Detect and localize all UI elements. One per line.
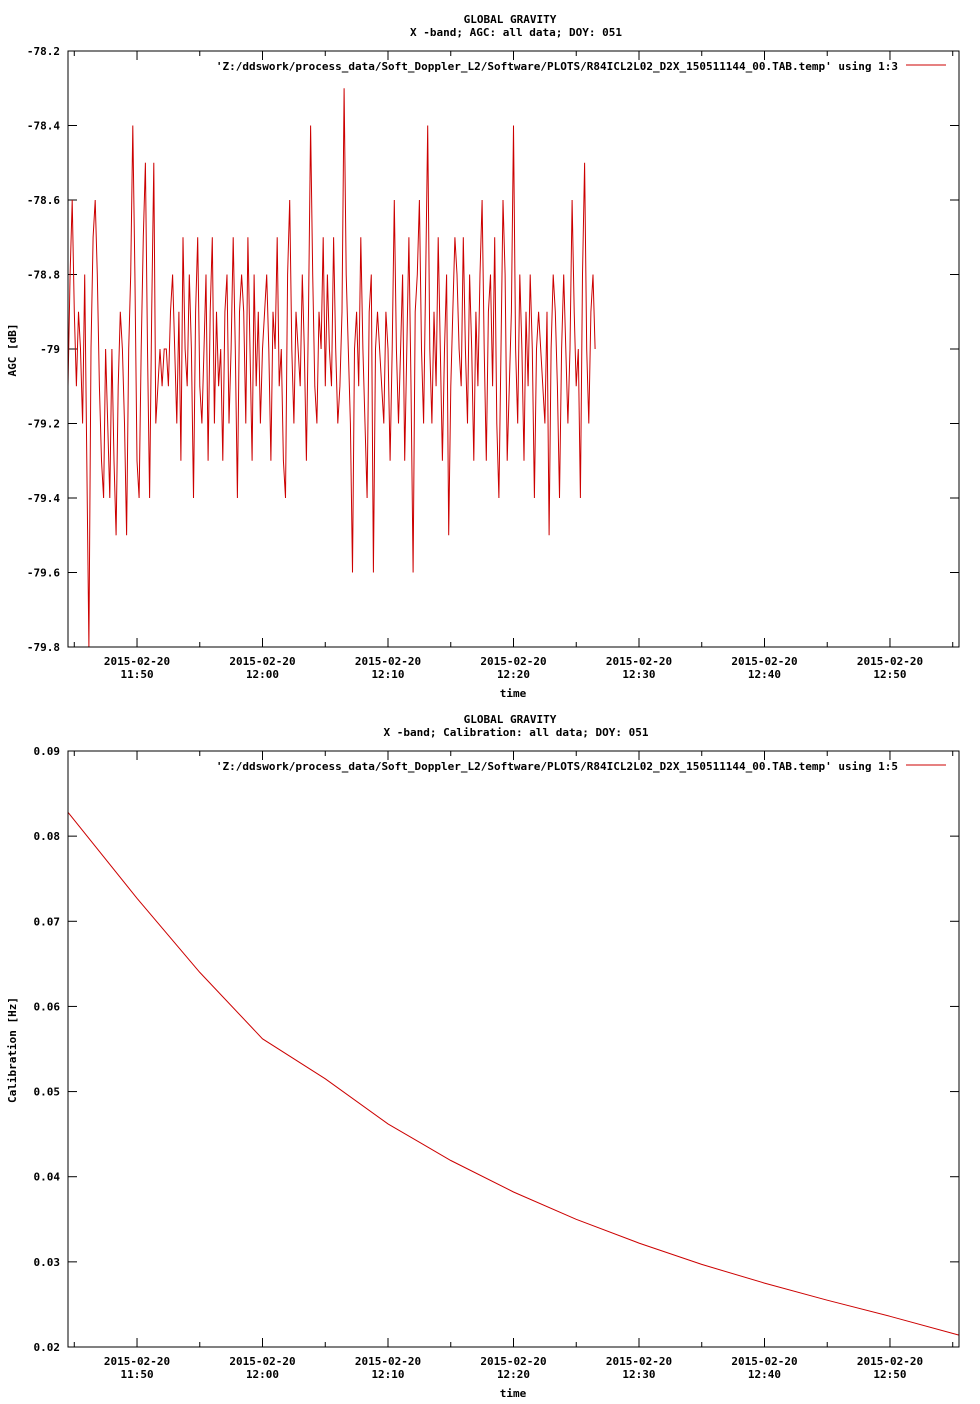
- x-tick-time-label: 12:20: [497, 1368, 530, 1381]
- x-tick-time-label: 12:40: [748, 668, 781, 681]
- x-tick-date-label: 2015-02-20: [229, 1355, 295, 1368]
- y-tick-label: 0.04: [34, 1171, 61, 1184]
- chart-title: GLOBAL GRAVITY: [464, 713, 557, 726]
- x-tick-time-label: 12:10: [371, 668, 404, 681]
- y-tick-label: 0.07: [34, 915, 61, 928]
- chart-subtitle: X -band; Calibration: all data; DOY: 051: [384, 726, 649, 739]
- x-tick-time-label: 12:00: [246, 668, 279, 681]
- y-tick-label: 0.03: [34, 1256, 61, 1269]
- y-axis-label: AGC [dB]: [6, 324, 19, 377]
- plot-frame: [67, 50, 960, 648]
- x-tick-time-label: 12:40: [748, 1368, 781, 1381]
- x-tick-date-label: 2015-02-20: [480, 1355, 546, 1368]
- x-tick-time-label: 12:00: [246, 1368, 279, 1381]
- y-axis-label: Calibration [Hz]: [6, 997, 19, 1103]
- y-tick-label: -79.2: [27, 418, 60, 431]
- x-tick-time-label: 11:50: [120, 668, 153, 681]
- x-tick-date-label: 2015-02-20: [857, 655, 923, 668]
- series-line: [67, 811, 960, 1336]
- calibration-chart-panel: GLOBAL GRAVITY X -band; Calibration: all…: [6, 713, 960, 1400]
- x-tick-date-label: 2015-02-20: [229, 655, 295, 668]
- x-tick-date-label: 2015-02-20: [355, 1355, 421, 1368]
- y-tick-label: -78.8: [27, 269, 60, 282]
- agc-chart-panel: GLOBAL GRAVITY X -band; AGC: all data; D…: [6, 13, 960, 700]
- y-tick-label: 0.08: [34, 830, 61, 843]
- x-tick-date-label: 2015-02-20: [104, 655, 170, 668]
- series-group: [67, 811, 960, 1336]
- legend-label: 'Z:/ddswork/process_data/Soft_Doppler_L2…: [216, 60, 898, 73]
- y-tick-label: 0.06: [34, 1000, 61, 1013]
- x-tick-time-label: 12:10: [371, 1368, 404, 1381]
- x-tick-time-label: 11:50: [120, 1368, 153, 1381]
- x-tick-date-label: 2015-02-20: [606, 1355, 672, 1368]
- x-tick-time-label: 12:30: [622, 668, 655, 681]
- plot-frame: [67, 750, 960, 1348]
- x-axis-label: time: [500, 1387, 527, 1400]
- tick-group: -78.2 -78.4 -78.6 -78.8 -79 -79.2 -79.4 -79.6 -7…: [27, 45, 959, 681]
- x-tick-time-label: 12:50: [873, 1368, 906, 1381]
- y-tick-label: -78.4: [27, 120, 60, 133]
- chart-subtitle: X -band; AGC: all data; DOY: 051: [410, 26, 622, 39]
- y-tick-label: -78.2: [27, 45, 60, 58]
- x-tick-date-label: 2015-02-20: [731, 1355, 797, 1368]
- x-tick-date-label: 2015-02-20: [857, 1355, 923, 1368]
- series-group: [67, 88, 596, 648]
- x-tick-date-label: 2015-02-20: [731, 655, 797, 668]
- x-tick-date-label: 2015-02-20: [606, 655, 672, 668]
- series-line: [67, 88, 596, 648]
- y-tick-label: -79.4: [27, 492, 60, 505]
- y-tick-label: -79.8: [27, 641, 60, 654]
- x-tick-time-label: 12:20: [497, 668, 530, 681]
- y-tick-label: -79: [40, 343, 60, 356]
- legend-label: 'Z:/ddswork/process_data/Soft_Doppler_L2…: [216, 760, 898, 773]
- tick-group: 0.09 0.08 0.07 0.06 0.05 0.04 0.03 0.02 2015-02-…: [34, 745, 959, 1381]
- x-tick-date-label: 2015-02-20: [355, 655, 421, 668]
- y-tick-label: -79.6: [27, 567, 60, 580]
- x-tick-time-label: 12:30: [622, 1368, 655, 1381]
- y-tick-label: 0.02: [34, 1341, 61, 1354]
- x-tick-time-label: 12:50: [873, 668, 906, 681]
- y-tick-label: 0.05: [34, 1086, 61, 1099]
- x-axis-label: time: [500, 687, 527, 700]
- x-tick-date-label: 2015-02-20: [104, 1355, 170, 1368]
- chart-title: GLOBAL GRAVITY: [464, 13, 557, 26]
- y-tick-label: 0.09: [34, 745, 61, 758]
- y-tick-label: -78.6: [27, 194, 60, 207]
- x-tick-date-label: 2015-02-20: [480, 655, 546, 668]
